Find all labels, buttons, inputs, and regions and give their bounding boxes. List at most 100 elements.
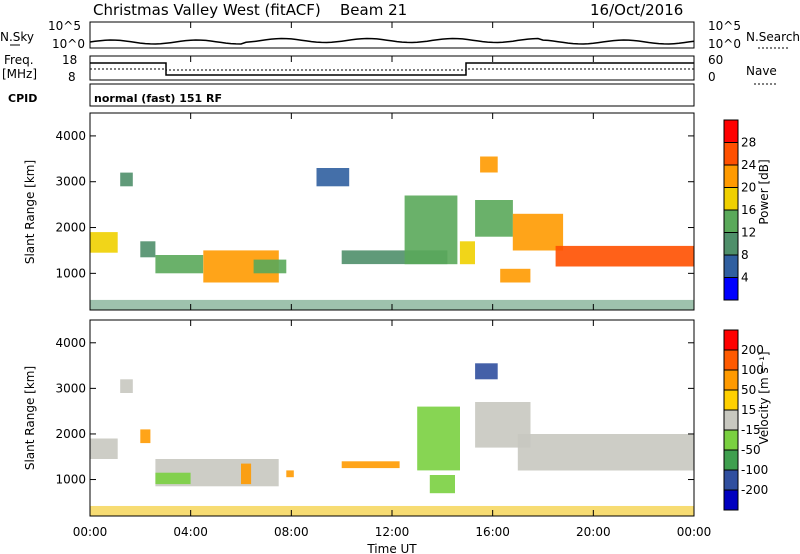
velocity-echo-region	[120, 379, 133, 393]
cpid-label: CPID	[8, 92, 37, 105]
colorbar-swatch	[724, 490, 738, 510]
xtick-label: 08:00	[274, 525, 309, 539]
xtick-label: 12:00	[375, 525, 410, 539]
ytick-label: 4000	[55, 129, 86, 143]
colorbar-tick-label: 50	[741, 383, 756, 397]
power-echo-region	[120, 172, 133, 187]
velocity-echo-region	[241, 463, 252, 485]
colorbar-frame	[723, 329, 739, 511]
velocity-echo-region	[90, 438, 118, 459]
nsearch-label: N.Search	[746, 30, 800, 44]
cpid-panel	[89, 83, 695, 107]
colorbar-tick-label: -100	[741, 463, 768, 477]
velocity-echo-region	[140, 429, 151, 444]
power-colorbar: 28 24 20 16 12 8 4	[723, 119, 756, 301]
freq-line	[90, 62, 694, 76]
power-ylabel: Slant Range [km]	[23, 160, 37, 264]
power-echo-region	[140, 241, 156, 258]
power-yticks: 4000 3000 2000 1000	[55, 129, 694, 280]
colorbar-tick-label: 200	[741, 343, 764, 357]
velocity-echo-region	[429, 475, 455, 494]
velocity-echo-region	[155, 472, 191, 485]
freq-unit: [MHz]	[2, 67, 37, 81]
ytick-label: 1000	[55, 266, 86, 280]
beam-title: Beam 21	[340, 1, 407, 19]
power-echo-region	[155, 255, 204, 274]
velocity-ylabel: Slant Range [km]	[23, 366, 37, 470]
velocity-yticks: 4000 3000 2000 1000	[55, 336, 694, 487]
power-colorbar-label: Power [dB]	[757, 159, 771, 224]
colorbar-swatch	[724, 277, 738, 300]
freq-tick-top: 18	[62, 53, 77, 67]
colorbar-tick-label: 15	[741, 403, 756, 417]
colorbar-swatch	[724, 430, 738, 450]
xtick-label: 00:00	[677, 525, 712, 539]
xtick-label: 00:00	[73, 525, 108, 539]
station-title: Christmas Valley West (fitACF)	[93, 1, 321, 19]
nsearch-tick-bottom: 10^0	[708, 37, 741, 51]
colorbar-swatch	[724, 187, 738, 210]
velocity-echo-region	[341, 461, 400, 469]
colorbar-swatch	[724, 390, 738, 410]
colorbar-tick-label: 8	[741, 248, 749, 262]
colorbar-swatch	[724, 210, 738, 233]
nave-label: Nave	[746, 64, 777, 78]
date-title: 16/Oct/2016	[590, 1, 683, 19]
velocity-echo-region	[286, 470, 294, 478]
colorbar-tick-label: -15	[741, 423, 761, 437]
time-axis: 00:00 04:00 08:00 12:00 16:00 20:00 00:00	[73, 22, 712, 539]
power-heatmap	[90, 156, 694, 310]
colorbar-swatch	[724, 350, 738, 370]
colorbar-swatch	[724, 370, 738, 390]
ytick-label: 4000	[55, 336, 86, 350]
ytick-label: 2000	[55, 221, 86, 235]
nsearch-tick-top: 10^5	[708, 19, 741, 33]
power-echo-region	[253, 259, 287, 274]
velocity-echo-region	[517, 434, 694, 471]
velocity-heatmap	[90, 363, 694, 516]
power-echo-region	[555, 245, 694, 267]
colorbar-tick-label: -50	[741, 443, 761, 457]
cpid-value: normal (fast) 151 RF	[94, 92, 222, 105]
power-echo-region	[404, 195, 458, 265]
power-frame	[89, 112, 695, 311]
nsky-label: N.Sky	[0, 30, 34, 44]
velocity-colorbar-label: Velocity [m s⁻¹]	[757, 351, 771, 444]
colorbar-tick-label: 4	[741, 271, 749, 285]
power-echo-region	[500, 268, 531, 283]
nsky-noise-line	[89, 37, 695, 45]
colorbar-swatch	[724, 142, 738, 165]
ytick-label: 3000	[55, 175, 86, 189]
freq-label: Freq.	[4, 53, 34, 67]
nsky-tick-top: 10^5	[48, 19, 81, 33]
velocity-frame	[89, 319, 695, 517]
colorbar-tick-label: 16	[741, 203, 756, 217]
colorbar-swatch	[724, 165, 738, 188]
colorbar-swatch	[724, 232, 738, 255]
velocity-echo-region	[417, 406, 460, 471]
power-echo-region	[475, 200, 513, 237]
ytick-label: 1000	[55, 473, 86, 487]
nave-line	[90, 68, 694, 71]
nave-tick-bottom: 0	[708, 70, 716, 84]
colorbar-tick-label: -200	[741, 483, 768, 497]
xtick-label: 16:00	[475, 525, 510, 539]
time-axis-label: Time UT	[366, 542, 417, 554]
xtick-label: 20:00	[576, 525, 611, 539]
colorbar-swatch	[724, 410, 738, 430]
colorbar-tick-label: 20	[741, 181, 756, 195]
xtick-label: 04:00	[173, 525, 208, 539]
power-echo-region	[90, 232, 118, 253]
nsky-tick-bottom: 10^0	[52, 37, 85, 51]
ytick-label: 3000	[55, 381, 86, 395]
power-echo-region	[480, 156, 498, 173]
colorbar-swatch	[724, 120, 738, 143]
ytick-label: 2000	[55, 427, 86, 441]
colorbar-tick-label: 28	[741, 136, 756, 150]
colorbar-swatch	[724, 450, 738, 470]
colorbar-tick-label: 12	[741, 226, 756, 240]
freq-tick-bottom: 8	[68, 70, 76, 84]
colorbar-swatch	[724, 330, 738, 350]
colorbar-tick-label: 100	[741, 363, 764, 377]
